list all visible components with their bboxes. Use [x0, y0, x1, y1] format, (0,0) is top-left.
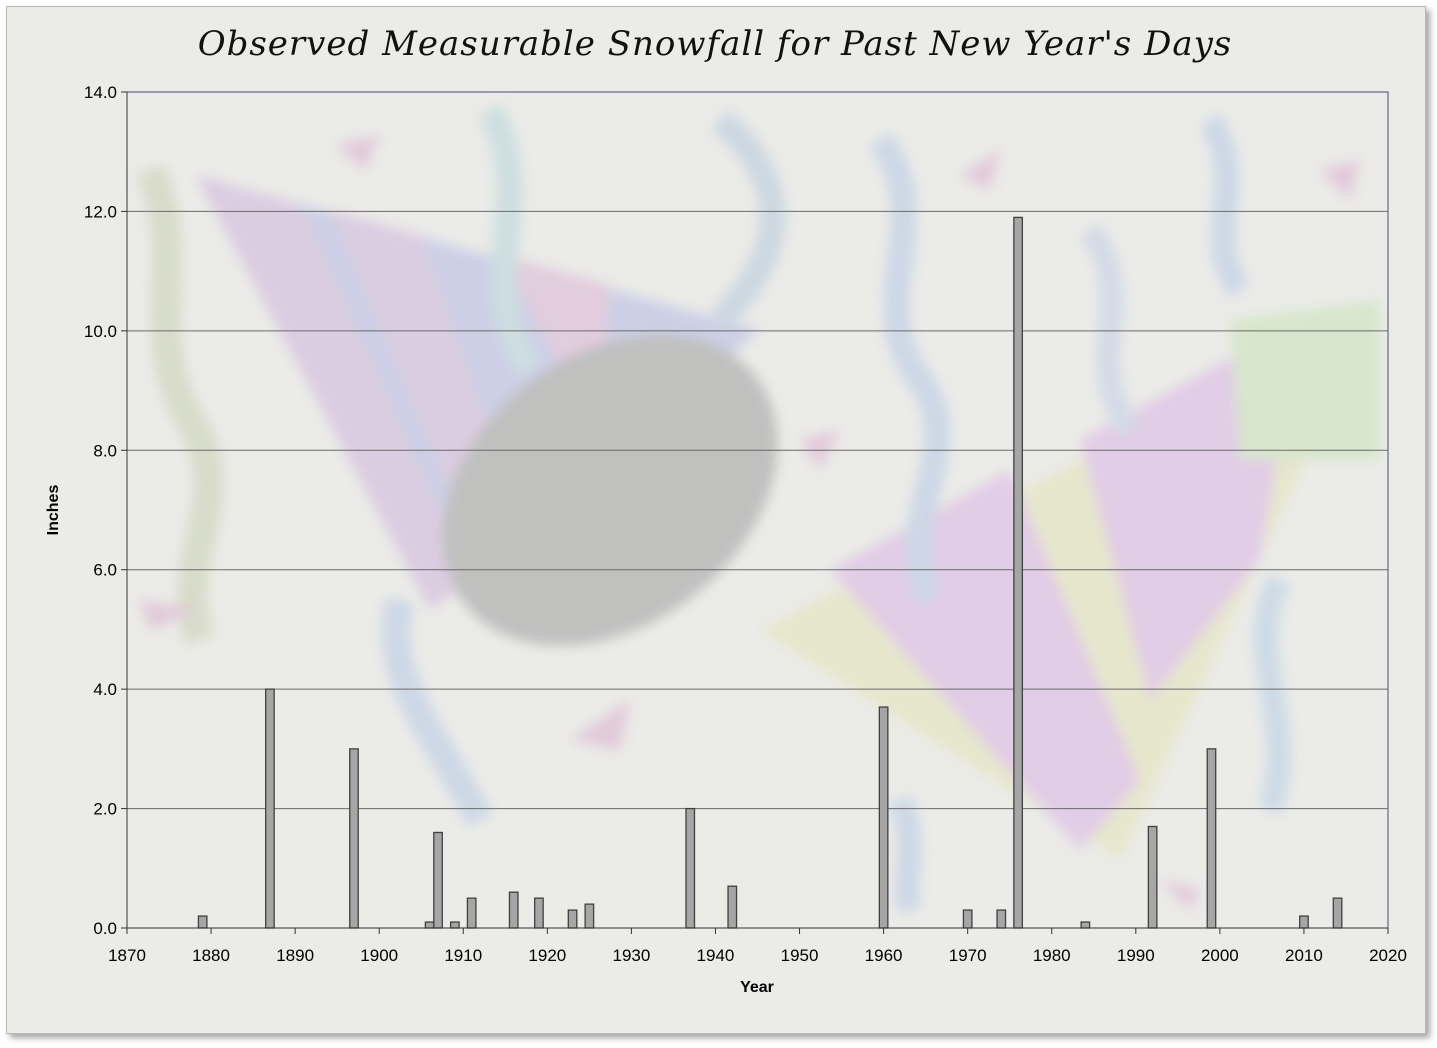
- bar-1960: [878, 706, 889, 929]
- bar-1974: [996, 909, 1007, 929]
- x-tick-label: 1870: [108, 946, 146, 965]
- x-tick-label: 2020: [1369, 946, 1407, 965]
- x-tick-label: 1960: [865, 946, 903, 965]
- bar-1911: [466, 897, 477, 929]
- y-tick-label: 6.0: [93, 561, 117, 580]
- bar-1879: [197, 915, 208, 929]
- bar-2014: [1332, 897, 1343, 929]
- x-tick-label: 1950: [781, 946, 819, 965]
- party-hat-background-image: [136, 103, 1380, 914]
- x-tick-label: 1940: [697, 946, 735, 965]
- bar-1942: [727, 885, 738, 929]
- y-tick-label: 4.0: [93, 680, 117, 699]
- bar-1909: [449, 921, 460, 929]
- y-axis-label: Inches: [45, 485, 62, 536]
- x-tick-label: 1970: [949, 946, 987, 965]
- x-tick-label: 1990: [1117, 946, 1155, 965]
- bar-1887: [265, 688, 275, 929]
- x-tick-label: 1890: [276, 946, 314, 965]
- bar-1976: [1013, 216, 1024, 929]
- bar-1916: [508, 891, 519, 929]
- x-tick-label: 1910: [444, 946, 482, 965]
- bar-2010: [1299, 915, 1309, 929]
- y-tick-label: 0.0: [93, 919, 117, 938]
- x-tick-label: 1920: [528, 946, 566, 965]
- bar-1907: [433, 831, 443, 929]
- bar-1937: [685, 807, 696, 929]
- bar-1925: [584, 903, 595, 929]
- x-tick-label: 1930: [612, 946, 650, 965]
- bar-1984: [1080, 921, 1091, 929]
- bar-1919: [534, 897, 544, 929]
- y-tick-label: 14.0: [84, 83, 117, 102]
- bar-1999: [1206, 748, 1217, 929]
- x-tick-label: 1980: [1033, 946, 1071, 965]
- bar-1906: [424, 921, 435, 929]
- x-tick-label: 1880: [192, 946, 230, 965]
- y-tick-label: 8.0: [93, 441, 117, 460]
- x-axis-label: Year: [740, 979, 774, 996]
- bar-1992: [1147, 825, 1158, 929]
- x-tick-label: 2000: [1201, 946, 1239, 965]
- y-tick-label: 2.0: [93, 800, 117, 819]
- chart-title: Observed Measurable Snowfall for Past Ne…: [198, 24, 1233, 64]
- bar-1970: [962, 909, 973, 929]
- bar-1897: [349, 748, 359, 929]
- x-tick-label: 2010: [1285, 946, 1323, 965]
- y-tick-label: 12.0: [84, 202, 117, 221]
- y-tick-label: 10.0: [84, 322, 117, 341]
- bar-1923: [567, 909, 578, 929]
- x-tick-label: 1900: [360, 946, 398, 965]
